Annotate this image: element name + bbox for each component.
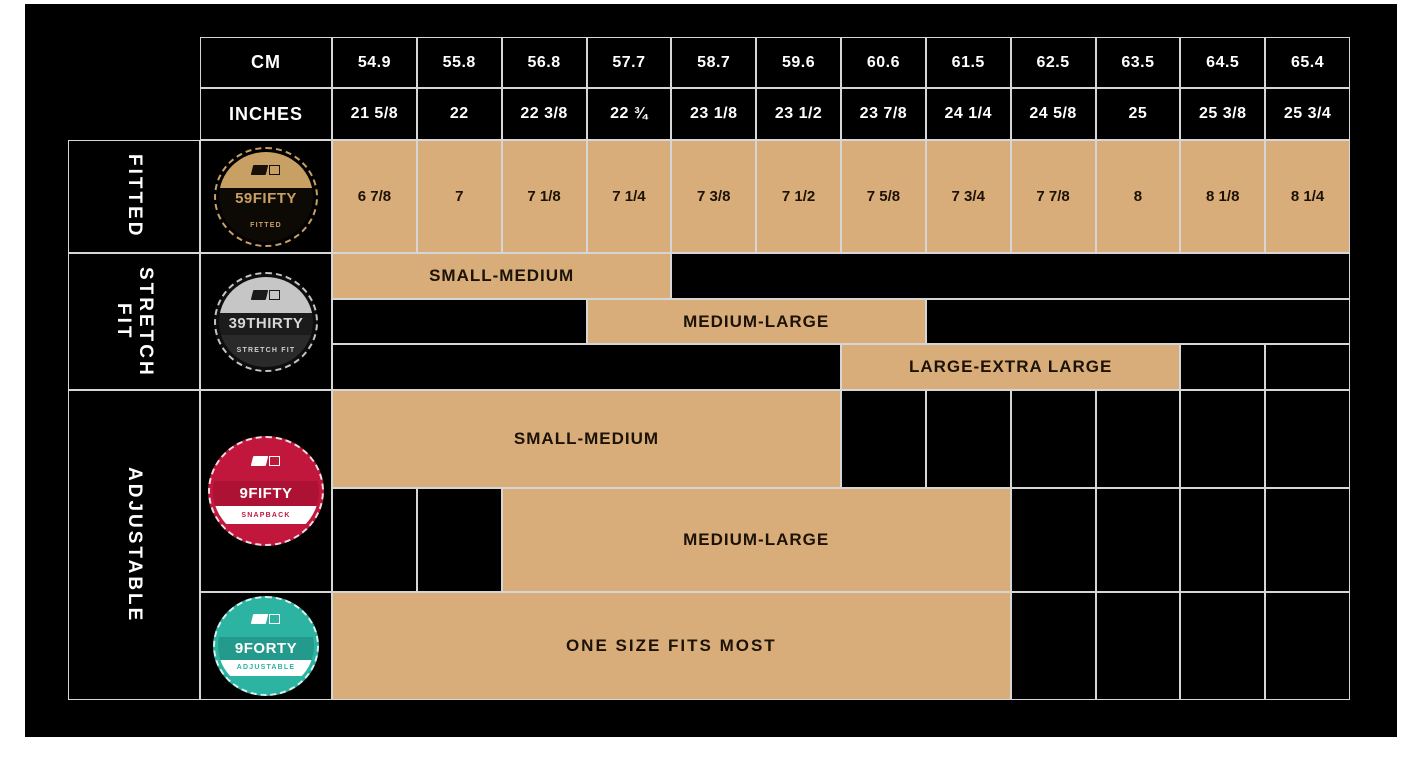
empty-cell	[1180, 390, 1266, 488]
inches-value-cell: 24 1/4	[925, 88, 1011, 140]
empty-band	[332, 299, 587, 344]
fitted-size-cell: 8 1/4	[1265, 140, 1350, 253]
inches-value-cell: 25 3/4	[1265, 88, 1350, 140]
39thirty-badge: 39THIRTY STRETCH FIT	[214, 271, 318, 372]
fitted-label: FITTED	[123, 154, 145, 239]
badge-cell-39thirty: 39THIRTY STRETCH FIT	[200, 253, 332, 390]
empty-cell	[841, 390, 926, 488]
9fifty-small-medium-band: SMALL-MEDIUM	[332, 390, 841, 488]
empty-cell	[1010, 488, 1096, 592]
inches-value-cell: 21 5/8	[332, 88, 417, 140]
category-fitted: FITTED	[68, 140, 200, 253]
9fifty-badge-name: 9FIFTY	[213, 481, 319, 506]
9forty-badge-name: 9FORTY	[218, 637, 314, 660]
stretch-fit-label: STRETCH FIT	[113, 266, 156, 378]
empty-cell	[1095, 390, 1181, 488]
59fifty-badge: 59FIFTY FITTED	[214, 146, 318, 247]
empty-cell	[1265, 592, 1350, 700]
empty-cell	[416, 488, 502, 592]
inches-value-cell: 22	[416, 88, 502, 140]
inches-value-cell: 23 1/2	[756, 88, 841, 140]
stretch-medium-large-band: MEDIUM-LARGE	[586, 299, 926, 344]
adjustable-label: ADJUSTABLE	[123, 466, 145, 624]
empty-cell	[1180, 344, 1266, 390]
empty-cell	[1180, 488, 1266, 592]
fitted-size-cell: 7 1/4	[586, 140, 672, 253]
new-era-logo-icon	[219, 151, 313, 188]
inches-value-cell: 23 1/8	[671, 88, 757, 140]
cm-header-label: CM	[200, 37, 332, 88]
empty-band	[671, 253, 1350, 299]
fitted-size-cell: 7 5/8	[841, 140, 926, 253]
39thirty-badge-sub: STRETCH FIT	[219, 335, 313, 367]
inches-header-label: INCHES	[200, 88, 332, 140]
stretch-large-xl-band: LARGE-EXTRA LARGE	[841, 344, 1181, 390]
empty-cell	[1265, 390, 1350, 488]
9fifty-medium-large-band: MEDIUM-LARGE	[501, 488, 1011, 592]
9forty-badge-sub: ADJUSTABLE	[218, 659, 314, 676]
new-era-logo-icon	[219, 276, 313, 313]
empty-cell	[1180, 592, 1266, 700]
inches-value-cell: 22 3/8	[501, 88, 587, 140]
badge-cell-9fifty: 9FIFTY SNAPBACK	[200, 390, 332, 592]
fitted-size-cell: 7 7/8	[1010, 140, 1096, 253]
fitted-size-cell: 7 1/2	[756, 140, 841, 253]
category-adjustable: ADJUSTABLE	[68, 390, 200, 700]
cm-value-cell: 65.4	[1265, 37, 1350, 88]
empty-cell	[1095, 592, 1181, 700]
empty-cell	[1010, 390, 1096, 488]
badge-cell-59fifty: 59FIFTY FITTED	[200, 140, 332, 253]
fitted-size-cell: 8 1/8	[1180, 140, 1266, 253]
fitted-size-cell: 6 7/8	[332, 140, 417, 253]
fitted-size-cell: 7 3/8	[671, 140, 757, 253]
cm-value-cell: 63.5	[1095, 37, 1181, 88]
fitted-size-cell: 7	[416, 140, 502, 253]
size-chart-table: CM 54.9 55.8 56.8 57.7 58.7 59.6 60.6 61…	[68, 37, 1350, 700]
empty-band	[332, 344, 841, 390]
cm-value-cell: 61.5	[925, 37, 1011, 88]
fitted-size-cell: 8	[1095, 140, 1181, 253]
cm-value-cell: 57.7	[586, 37, 672, 88]
new-era-logo-icon	[213, 441, 319, 481]
inches-value-cell: 23 7/8	[841, 88, 926, 140]
fitted-size-cell: 7 3/4	[925, 140, 1011, 253]
fitted-size-cell: 7 1/8	[501, 140, 587, 253]
9forty-one-size-band: ONE SIZE FITS MOST	[332, 592, 1011, 700]
empty-band	[925, 299, 1350, 344]
empty-cell	[1095, 488, 1181, 592]
cm-value-cell: 64.5	[1180, 37, 1266, 88]
9forty-badge: 9FORTY ADJUSTABLE	[213, 596, 319, 696]
inches-value-cell: 22 ¾	[586, 88, 672, 140]
inches-value-cell: 25	[1095, 88, 1181, 140]
39thirty-badge-name: 39THIRTY	[219, 312, 313, 335]
empty-cell	[1265, 488, 1350, 592]
category-stretch-fit: STRETCH FIT	[68, 253, 200, 390]
cm-value-cell: 56.8	[501, 37, 587, 88]
9fifty-badge: 9FIFTY SNAPBACK	[208, 436, 324, 546]
empty-cell	[1010, 592, 1096, 700]
empty-cell	[1265, 344, 1350, 390]
stretch-small-medium-band: SMALL-MEDIUM	[332, 253, 672, 299]
inches-value-cell: 25 3/8	[1180, 88, 1266, 140]
cm-value-cell: 59.6	[756, 37, 841, 88]
cm-value-cell: 58.7	[671, 37, 757, 88]
empty-cell	[332, 488, 417, 592]
cm-value-cell: 54.9	[332, 37, 417, 88]
9fifty-badge-sub: SNAPBACK	[213, 506, 319, 524]
cm-value-cell: 62.5	[1010, 37, 1096, 88]
cm-value-cell: 55.8	[416, 37, 502, 88]
59fifty-badge-name: 59FIFTY	[219, 187, 313, 210]
new-era-logo-icon	[218, 601, 314, 637]
59fifty-badge-sub: FITTED	[219, 210, 313, 242]
cm-value-cell: 60.6	[841, 37, 926, 88]
badge-cell-9forty: 9FORTY ADJUSTABLE	[200, 592, 332, 700]
empty-cell	[925, 390, 1011, 488]
inches-value-cell: 24 5/8	[1010, 88, 1096, 140]
size-chart-canvas: CM 54.9 55.8 56.8 57.7 58.7 59.6 60.6 61…	[25, 4, 1397, 737]
